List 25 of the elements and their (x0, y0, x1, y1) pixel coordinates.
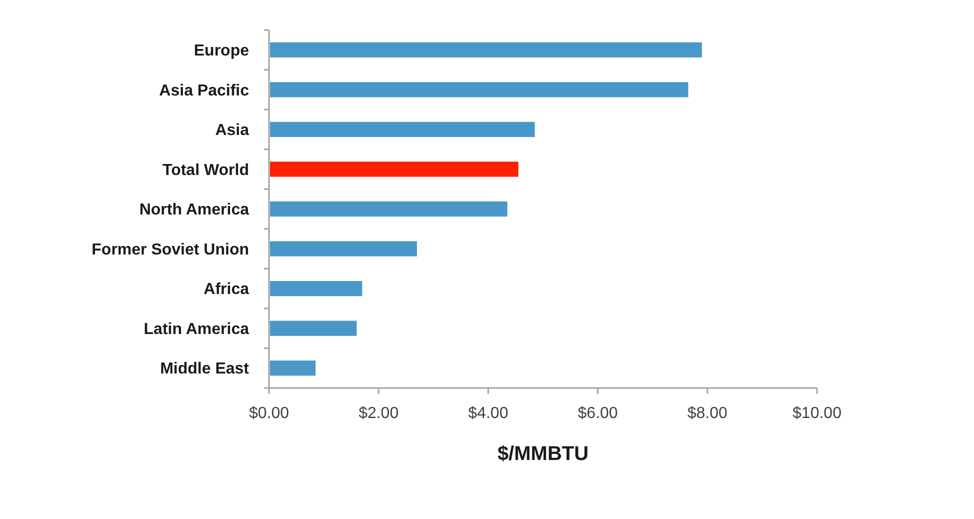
x-tick-label: $8.00 (687, 405, 728, 422)
x-axis-title: $/MMBTU (497, 443, 589, 465)
bar (270, 122, 535, 138)
bar (270, 360, 316, 376)
y-tick-label: Total World (162, 162, 249, 179)
bar (270, 42, 702, 58)
bar (270, 162, 518, 177)
y-tick-label: North America (139, 202, 250, 219)
y-tick-label: Europe (194, 42, 250, 60)
bar (270, 281, 362, 296)
x-tick-label: $6.00 (578, 405, 618, 422)
y-tick-label: Africa (204, 281, 250, 298)
x-tick-label: $0.00 (248, 405, 290, 422)
bar (270, 82, 688, 98)
y-tick-label: Middle East (160, 360, 250, 378)
y-tick-label: Asia Pacific (159, 82, 250, 100)
bar (270, 201, 508, 217)
bar (270, 241, 417, 256)
y-tick-label: Asia (215, 122, 250, 140)
x-tick-label: $10.00 (792, 405, 842, 422)
x-tick-label: $4.00 (468, 405, 508, 422)
y-tick-label: Latin America (144, 320, 250, 338)
bar (270, 320, 357, 336)
y-tick-label: Former Soviet Union (92, 241, 249, 258)
x-tick-label: $2.00 (358, 405, 399, 422)
